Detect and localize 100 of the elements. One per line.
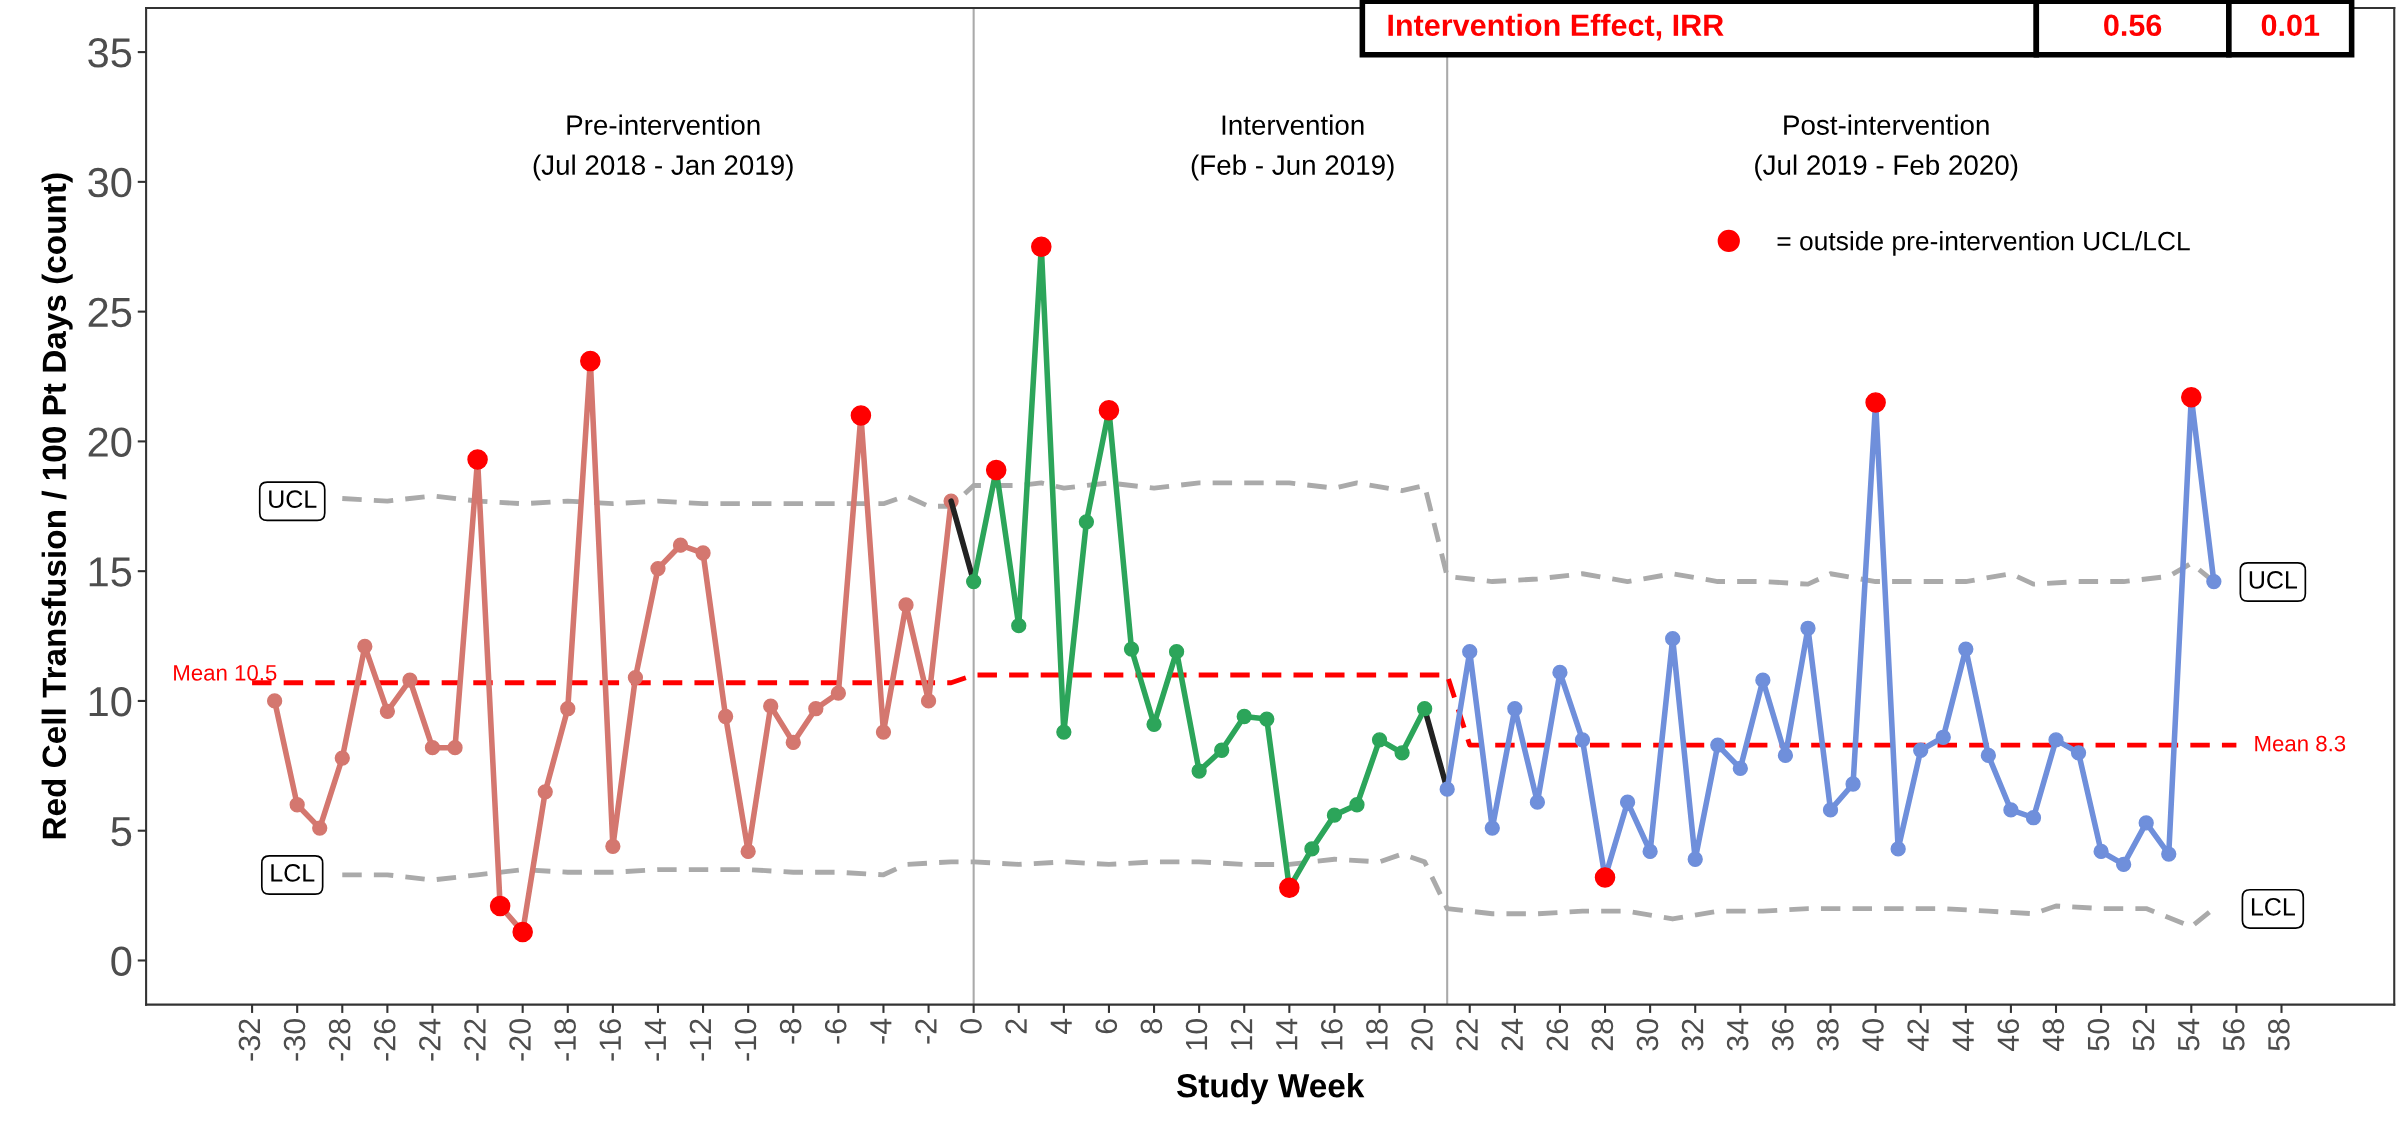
point — [1913, 742, 1929, 758]
point — [1214, 742, 1230, 758]
point — [1349, 797, 1365, 813]
x-tick-label: 30 — [1636, 1018, 1659, 1051]
x-tick-label: -6 — [824, 1019, 847, 1044]
x-tick-label: 44 — [1952, 1018, 1974, 1052]
y-axis-title: Red Cell Transfusion / 100 Pt Days (count) — [41, 173, 73, 839]
x-tick-label: 8 — [1140, 1019, 1163, 1034]
point — [966, 573, 982, 590]
point — [1619, 794, 1636, 810]
annotation: Intervention (Feb - Jun 2019) — [1191, 114, 1394, 181]
x-tick-label: -8 — [779, 1019, 802, 1044]
x-tick-label: 56 — [2222, 1019, 2245, 1051]
x-tick-label: 12 — [1230, 1019, 1253, 1050]
x-tick-label: 46 — [1997, 1019, 2020, 1052]
point — [1146, 716, 1162, 732]
x-tick-label: 52 — [2132, 1019, 2155, 1051]
point — [1011, 618, 1027, 634]
x-tick-label: 10 — [1185, 1018, 1208, 1050]
point — [898, 597, 914, 613]
point — [1326, 807, 1343, 823]
point — [1056, 724, 1072, 740]
point — [1484, 820, 1500, 836]
annotation: Mean 10.5 — [174, 664, 277, 681]
point — [1416, 701, 1433, 717]
y-tick-label: 35 — [88, 38, 132, 68]
point — [875, 724, 892, 740]
x-tick-label: 58 — [2268, 1019, 2290, 1051]
annotation: UCL — [2249, 571, 2298, 589]
y-tick-label: 15 — [89, 557, 132, 587]
point — [785, 734, 801, 751]
x-tick-label: -14 — [644, 1018, 666, 1061]
point — [830, 685, 846, 701]
point — [717, 708, 734, 725]
annotation: Intervention Effect, IRR — [1388, 13, 1724, 41]
point — [357, 638, 373, 655]
point — [1665, 631, 1681, 647]
x-tick-label: -30 — [283, 1018, 306, 1061]
point — [2138, 815, 2154, 831]
point — [1574, 732, 1591, 748]
point — [2206, 573, 2222, 590]
point — [1980, 747, 1997, 764]
x-tick-label: -12 — [689, 1019, 711, 1061]
point — [312, 820, 328, 836]
point — [560, 701, 576, 717]
point — [2003, 802, 2019, 818]
point — [402, 672, 418, 688]
point — [740, 843, 756, 860]
point — [2116, 856, 2132, 873]
point — [605, 838, 621, 854]
x-tick-label: 18 — [1366, 1019, 1388, 1050]
point — [1168, 643, 1185, 660]
x-tick-label: 54 — [2178, 1018, 2200, 1051]
point — [1777, 747, 1794, 764]
point — [447, 740, 463, 756]
x-tick-label: 0 — [960, 1018, 982, 1034]
point — [808, 701, 824, 717]
point — [1191, 763, 1207, 779]
x-tick-label: 24 — [1501, 1018, 1523, 1051]
x-tick-label: -2 — [915, 1019, 937, 1044]
point — [1552, 664, 1568, 681]
x-tick-label: -20 — [509, 1018, 531, 1061]
x-tick-label: 2 — [1005, 1019, 1027, 1034]
point — [1710, 737, 1726, 753]
point — [2161, 846, 2177, 862]
x-tick-label: 6 — [1095, 1019, 1118, 1034]
y-tick-label: 5 — [111, 817, 132, 847]
annotation: LCL — [2251, 897, 2295, 916]
point — [1439, 781, 1455, 797]
point — [650, 560, 666, 577]
point — [2070, 745, 2087, 761]
x-tick-label: 14 — [1276, 1018, 1298, 1050]
y-tick-label: 10 — [89, 686, 132, 717]
point — [1845, 776, 1861, 792]
x-tick-label: -24 — [419, 1018, 441, 1061]
x-tick-label: -32 — [238, 1019, 261, 1061]
x-tick-label: 4 — [1050, 1018, 1072, 1035]
x-tick-label: 40 — [1862, 1018, 1884, 1052]
point — [2025, 810, 2042, 826]
x-tick-label: 20 — [1411, 1018, 1433, 1051]
point — [1259, 711, 1275, 727]
point — [1304, 841, 1320, 857]
point — [1642, 843, 1658, 860]
point — [1755, 672, 1771, 688]
point — [1371, 732, 1388, 748]
point — [537, 784, 553, 800]
x-tick-label: -28 — [328, 1019, 351, 1061]
x-tick-label: 38 — [1817, 1019, 1839, 1051]
x-tick-label: -10 — [734, 1018, 757, 1061]
point — [695, 545, 711, 561]
x-tick-label: -26 — [373, 1019, 396, 1061]
point — [2093, 843, 2109, 860]
y-tick-label: 20 — [88, 427, 132, 457]
point — [672, 537, 689, 553]
annotation: 0.56 — [2104, 14, 2162, 37]
point — [920, 693, 937, 709]
x-tick-label: -22 — [464, 1019, 486, 1061]
annotation: 0.01 — [2261, 14, 2320, 37]
point — [627, 669, 644, 686]
point — [289, 797, 305, 813]
